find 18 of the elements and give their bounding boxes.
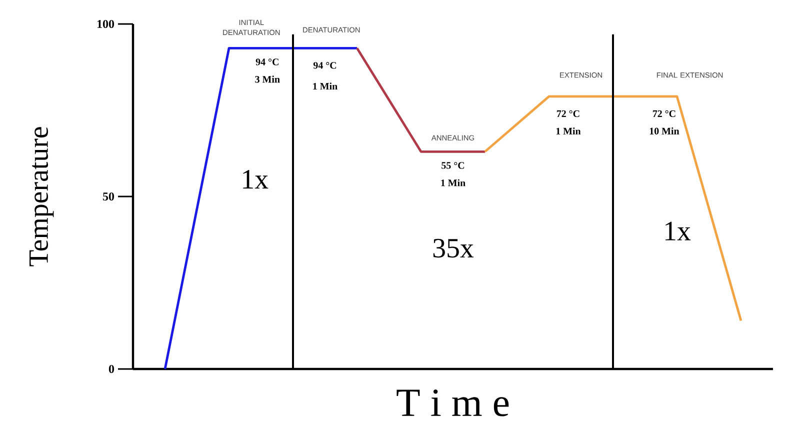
annotation: 1 Min (441, 179, 466, 186)
x-axis-title: T i m e (396, 390, 509, 416)
annotation: 94 °C (313, 62, 336, 69)
y-tick-label: 0 (108, 364, 114, 374)
annotation: 94 °C (256, 58, 278, 66)
annotation: 10 Min (650, 127, 680, 134)
annotation: 55 °C (442, 162, 464, 169)
y-axis-title: Temperature (30, 127, 54, 266)
annotation: 1 Min (313, 82, 338, 90)
y-tick-label: 50 (103, 192, 114, 201)
annotation: 72 °C (652, 110, 676, 118)
annotation: 1x (666, 222, 691, 240)
y-tick-label: 100 (97, 20, 114, 28)
annotation: 3 Min (255, 76, 280, 83)
annotation: 72 °C (556, 110, 580, 118)
annotation: 1x (243, 170, 268, 188)
annotation: 1 Min (556, 127, 581, 134)
annotation: 35x (433, 238, 474, 258)
